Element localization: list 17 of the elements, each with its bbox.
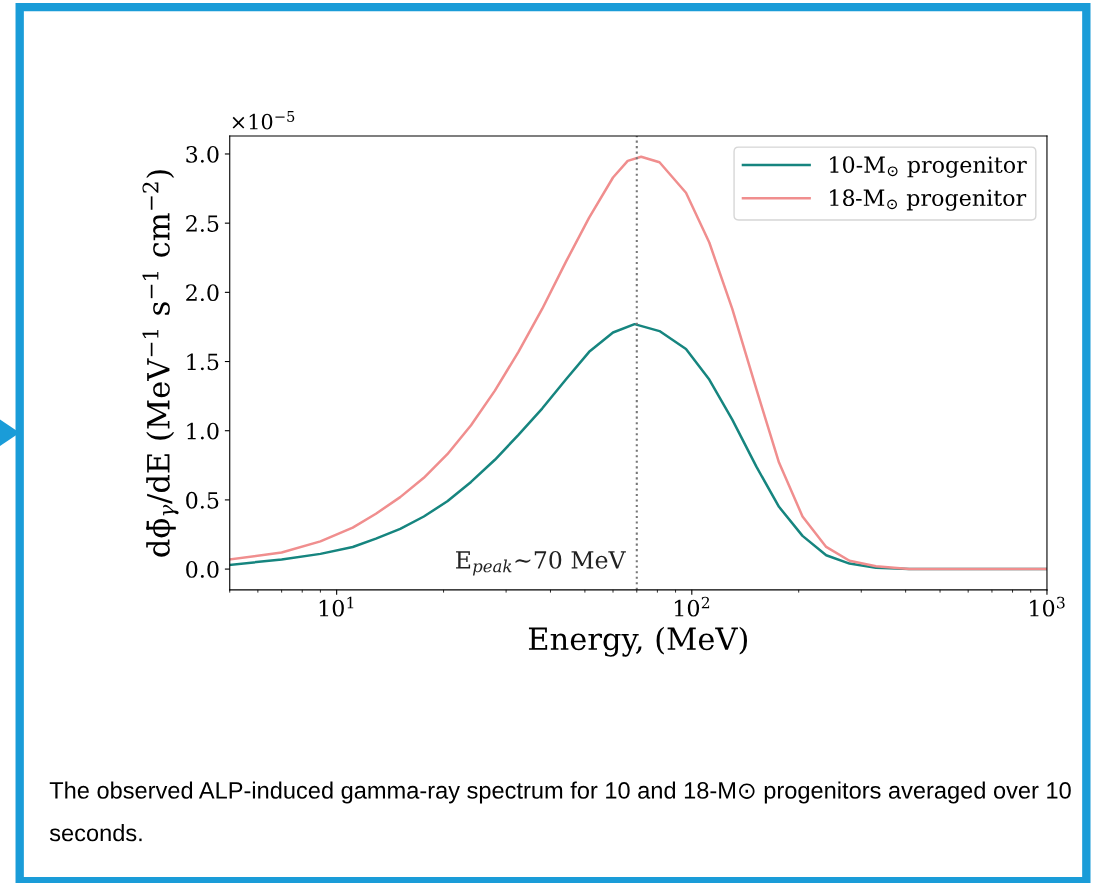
legend-label: 10-M$_{⊙}$ progenitor bbox=[830, 156, 1027, 178]
text: The observed ALP-induced gamma-ray spectrum for 10 and 18-M⊙ progenitors averaged over 10 seconds. bbox=[49, 781, 1071, 842]
ref-line-label: E$_{peak}$∼70 MeV bbox=[456, 550, 626, 576]
y-tick-label: 1.0 bbox=[187, 422, 219, 440]
text: ×10$^{−5}$ bbox=[232, 111, 295, 130]
x-axis-title: Energy, (MeV) bbox=[528, 626, 748, 657]
x-tick-label: 10$^{1}$ bbox=[319, 596, 354, 617]
y-tick-label: 3.0 bbox=[186, 145, 219, 163]
legend-label: 18-M$_{⊙}$ progenitor bbox=[830, 189, 1027, 211]
y-tick-label: 2.0 bbox=[186, 284, 219, 302]
x-tick-label: 10$^{2}$ bbox=[674, 596, 710, 617]
x-tick-label: 10$^{3}$ bbox=[1030, 596, 1065, 617]
y-tick-label: 1.5 bbox=[187, 353, 219, 371]
y-tick-label: 2.5 bbox=[186, 215, 219, 232]
text: dϕ̄$_{γ}$/dE (MeV$^{−1}$ s$^{−1}$ cm$^{−2}$) bbox=[142, 170, 179, 557]
y-tick-label: 0.0 bbox=[186, 561, 219, 578]
y-tick-label: 0.5 bbox=[186, 491, 219, 509]
